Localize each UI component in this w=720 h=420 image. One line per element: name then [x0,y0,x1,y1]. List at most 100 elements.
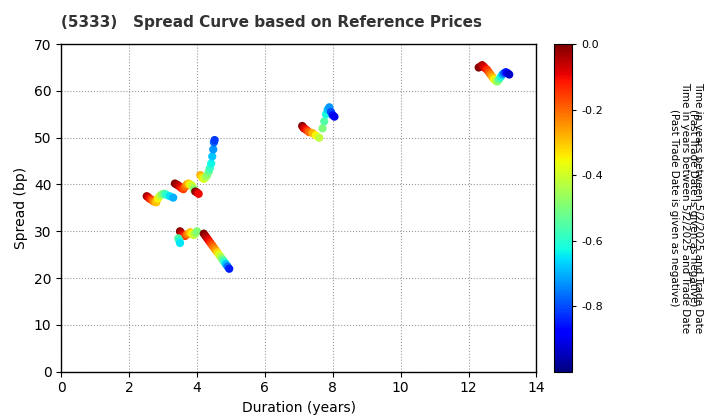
Point [147,197,158,204]
Point [208,244,220,251]
Point [493,76,505,83]
Point [215,254,227,260]
Point [141,193,153,199]
Point [154,193,166,199]
Point [198,176,210,182]
Point [188,185,199,192]
Point [175,229,186,236]
Text: Time in years between 5/2/2025 and Trade Date: Time in years between 5/2/2025 and Trade… [693,82,703,333]
Point [159,191,171,197]
Point [307,130,318,136]
Point [478,63,490,70]
Point [207,242,218,249]
Point [144,195,156,202]
Point [207,146,219,153]
Point [323,104,335,110]
Point [204,165,215,171]
Point [164,193,176,199]
Point [174,228,186,235]
Point [199,174,211,181]
Point [474,63,486,70]
Point [482,66,493,73]
Point [152,195,163,202]
Point [477,62,488,68]
Point [495,74,507,80]
Point [490,77,501,84]
Point [176,230,187,237]
Point [149,199,161,205]
Point [156,192,167,198]
Point [179,184,191,190]
Point [322,106,333,113]
Point [192,228,203,235]
X-axis label: Duration (years): Duration (years) [242,401,356,415]
Point [174,237,185,244]
Point [209,136,220,143]
Point [181,181,192,188]
Point [186,182,197,189]
Point [157,191,168,197]
Point [189,230,201,237]
Point [173,182,184,189]
Point [181,231,192,238]
Point [217,256,228,263]
Point [183,180,194,187]
Point [297,123,309,130]
Point [161,192,172,198]
Point [208,139,220,146]
Point [488,76,500,83]
Point [498,70,510,76]
Point [473,64,485,71]
Point [183,230,194,237]
Point [220,261,232,268]
Point [186,230,197,237]
Point [174,240,186,247]
Point [300,126,311,133]
Point [189,187,200,194]
Point [223,265,235,272]
Point [168,194,179,201]
Point [171,181,182,188]
Point [199,233,211,239]
Point [218,258,230,265]
Point [210,247,222,253]
Point [310,132,322,139]
Point [194,172,206,178]
Point [179,233,191,239]
Y-axis label: Time in years between 5/2/2025 and Trade Date
(Past Trade Date is given as negat: Time in years between 5/2/2025 and Trade… [669,82,690,333]
Point [483,69,495,76]
Point [189,188,201,195]
Point [492,78,503,85]
Y-axis label: Spread (bp): Spread (bp) [14,167,28,249]
Point [297,123,308,129]
Point [204,240,216,247]
Point [328,113,341,120]
Point [176,185,187,192]
Point [192,189,203,196]
Point [193,191,204,197]
Point [500,69,512,76]
Point [184,229,196,236]
Point [320,111,332,118]
Point [174,184,186,190]
Point [222,263,233,270]
Point [325,109,337,116]
Point [503,71,515,78]
Point [207,153,218,160]
Point [173,235,184,242]
Point [197,174,208,181]
Point [143,194,154,200]
Point [302,127,313,134]
Point [327,112,338,118]
Point [150,199,162,206]
Point [203,168,215,175]
Point [205,160,217,167]
Point [202,172,213,178]
Point [487,74,498,80]
Point [485,71,496,78]
Point [502,70,513,76]
Point [188,232,199,239]
Point [318,118,330,125]
Point [298,125,310,132]
Point [145,196,157,203]
